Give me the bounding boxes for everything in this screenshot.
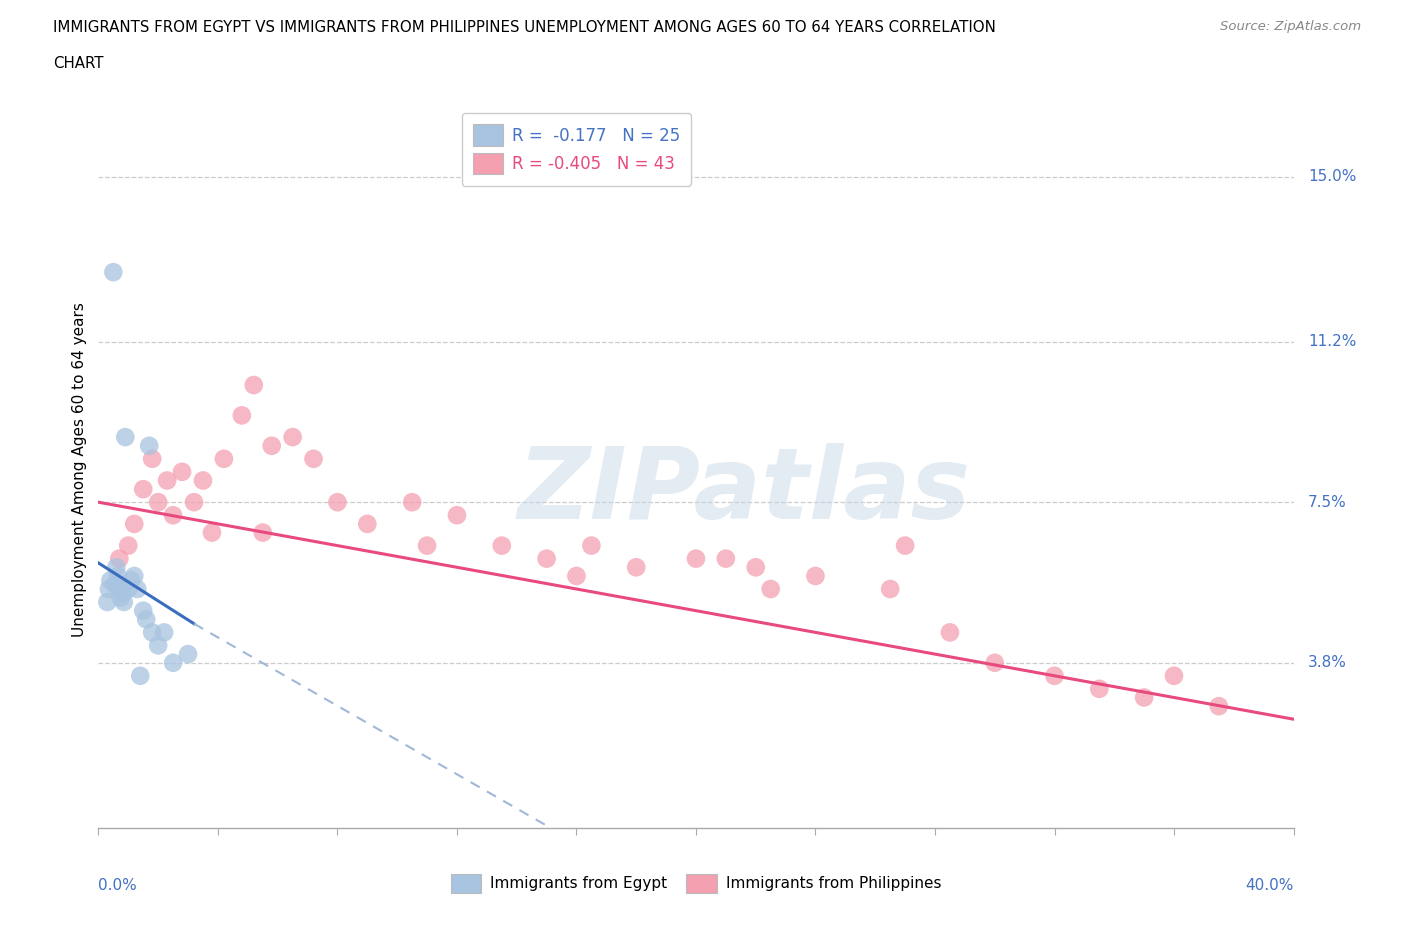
Text: 11.2%: 11.2% [1308, 334, 1357, 349]
Point [129, 669, 152, 684]
Point [581, 538, 603, 553]
Point [111, 586, 134, 601]
Point [1088, 682, 1111, 697]
Legend: Immigrants from Egypt, Immigrants from Philippines: Immigrants from Egypt, Immigrants from P… [444, 868, 948, 898]
Point [117, 538, 139, 553]
Point [148, 638, 170, 653]
Point [326, 495, 349, 510]
Text: ZIPatlas: ZIPatlas [517, 443, 970, 539]
Text: 0.0%: 0.0% [98, 878, 138, 893]
Point [110, 591, 132, 605]
Point [302, 451, 325, 466]
Point [104, 578, 127, 592]
Point [107, 568, 129, 583]
Point [117, 581, 139, 596]
Point [172, 464, 194, 479]
Point [141, 625, 163, 640]
Point [132, 482, 155, 497]
Text: 40.0%: 40.0% [1246, 878, 1294, 893]
Text: CHART: CHART [53, 56, 104, 71]
Text: 15.0%: 15.0% [1308, 169, 1357, 184]
Point [148, 495, 170, 510]
Point [231, 408, 253, 423]
Point [127, 581, 149, 596]
Point [1163, 669, 1185, 684]
Point [401, 495, 423, 510]
Point [252, 525, 274, 540]
Point [153, 625, 176, 640]
Point [96, 594, 118, 609]
Point [162, 656, 184, 671]
Point [112, 594, 135, 609]
Point [162, 508, 184, 523]
Point [565, 568, 588, 583]
Point [103, 265, 125, 280]
Point [1043, 669, 1066, 684]
Point [201, 525, 224, 540]
Point [124, 516, 146, 531]
Point [894, 538, 917, 553]
Point [745, 560, 768, 575]
Point [141, 451, 163, 466]
Point [1133, 690, 1156, 705]
Point [804, 568, 827, 583]
Text: IMMIGRANTS FROM EGYPT VS IMMIGRANTS FROM PHILIPPINES UNEMPLOYMENT AMONG AGES 60 : IMMIGRANTS FROM EGYPT VS IMMIGRANTS FROM… [53, 20, 997, 35]
Point [138, 438, 160, 453]
Point [685, 551, 707, 566]
Point [984, 656, 1007, 671]
Point [939, 625, 962, 640]
Point [183, 495, 205, 510]
Point [536, 551, 558, 566]
Point [714, 551, 737, 566]
Point [356, 516, 378, 531]
Point [135, 612, 157, 627]
Point [98, 573, 122, 588]
Point [108, 581, 131, 596]
Point [416, 538, 439, 553]
Point [132, 604, 155, 618]
Point [759, 581, 782, 596]
Text: 3.8%: 3.8% [1308, 656, 1347, 671]
Point [114, 430, 136, 445]
Point [1208, 698, 1230, 713]
Point [105, 560, 128, 575]
Point [108, 551, 131, 566]
Point [97, 581, 120, 596]
Point [260, 438, 283, 453]
Text: Source: ZipAtlas.com: Source: ZipAtlas.com [1220, 20, 1361, 33]
Point [177, 646, 200, 661]
Text: 7.5%: 7.5% [1308, 495, 1347, 510]
Point [120, 573, 142, 588]
Point [156, 473, 179, 488]
Point [191, 473, 214, 488]
Point [491, 538, 513, 553]
Y-axis label: Unemployment Among Ages 60 to 64 years: Unemployment Among Ages 60 to 64 years [72, 302, 87, 637]
Point [281, 430, 304, 445]
Point [124, 568, 146, 583]
Point [879, 581, 901, 596]
Point [446, 508, 468, 523]
Point [212, 451, 235, 466]
Point [243, 378, 266, 392]
Point [626, 560, 648, 575]
